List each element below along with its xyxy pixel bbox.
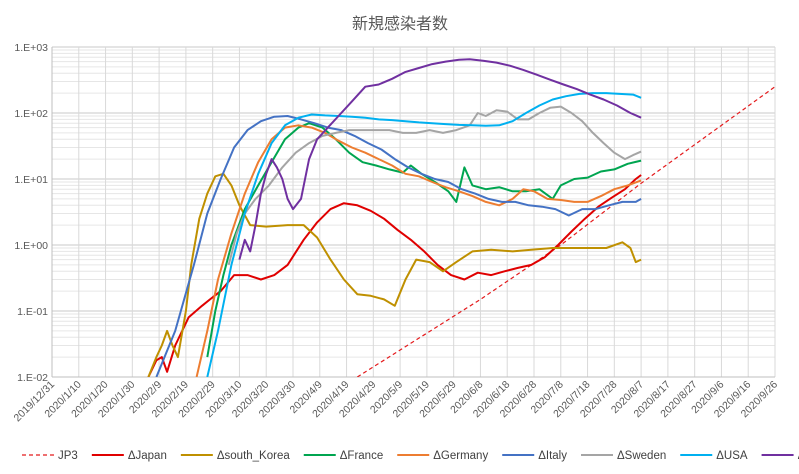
legend-item: ΔUSA [680, 450, 748, 462]
x-axis-ticks: 2019/12/312020/1/102020/1/202020/1/30202… [11, 379, 780, 425]
legend-label: ΔQatar [798, 450, 799, 462]
series-lines [147, 58, 775, 377]
legend-item: ΔQatar [761, 450, 799, 462]
series-line-jp3 [356, 86, 775, 377]
chart-title: 新規感染者数 [352, 14, 448, 33]
y-tick-label: 1.E-02 [17, 372, 48, 384]
series-line-sweden [227, 105, 642, 266]
legend-label: JP3 [58, 450, 78, 462]
grid [51, 46, 776, 378]
legend-label: ΔJapan [128, 450, 167, 462]
legend-label: Δsouth_Korea [217, 450, 291, 462]
legend-label: ΔGermany [433, 450, 488, 462]
series-line-italy [155, 115, 642, 377]
legend: JP3 ΔJapan Δsouth_Korea ΔFrance ΔGermany ΔIta… [22, 450, 799, 462]
series-line-usa [206, 92, 642, 377]
y-axis-ticks: 1.E-02 1.E-01 1.E+00 1.E+01 1.E+02 1.E+03 [14, 42, 48, 384]
legend-label: ΔSweden [617, 450, 666, 462]
legend-item: Δsouth_Korea [180, 450, 291, 462]
legend-item: ΔGermany [397, 450, 488, 462]
legend-item: ΔJapan [91, 450, 167, 462]
y-tick-label: 1.E-01 [17, 306, 48, 318]
series-line-qatar [238, 58, 642, 260]
legend-item: ΔFrance [303, 450, 383, 462]
legend-label: ΔUSA [716, 450, 748, 462]
series-line-south_korea [147, 172, 642, 377]
series-line-japan [147, 174, 642, 377]
y-tick-label: 1.E+00 [14, 240, 48, 252]
legend-label: ΔItaly [538, 450, 567, 462]
legend-label: ΔFrance [340, 450, 383, 462]
y-tick-label: 1.E+02 [14, 108, 48, 120]
y-tick-label: 1.E+03 [14, 42, 48, 54]
axes [51, 47, 775, 378]
series-line-france [206, 122, 642, 358]
legend-item: ΔSweden [581, 450, 666, 462]
legend-item: ΔItaly [502, 450, 567, 462]
series-line-germany [195, 124, 642, 377]
y-tick-label: 1.E+01 [14, 174, 48, 186]
legend-item: JP3 [22, 450, 78, 462]
